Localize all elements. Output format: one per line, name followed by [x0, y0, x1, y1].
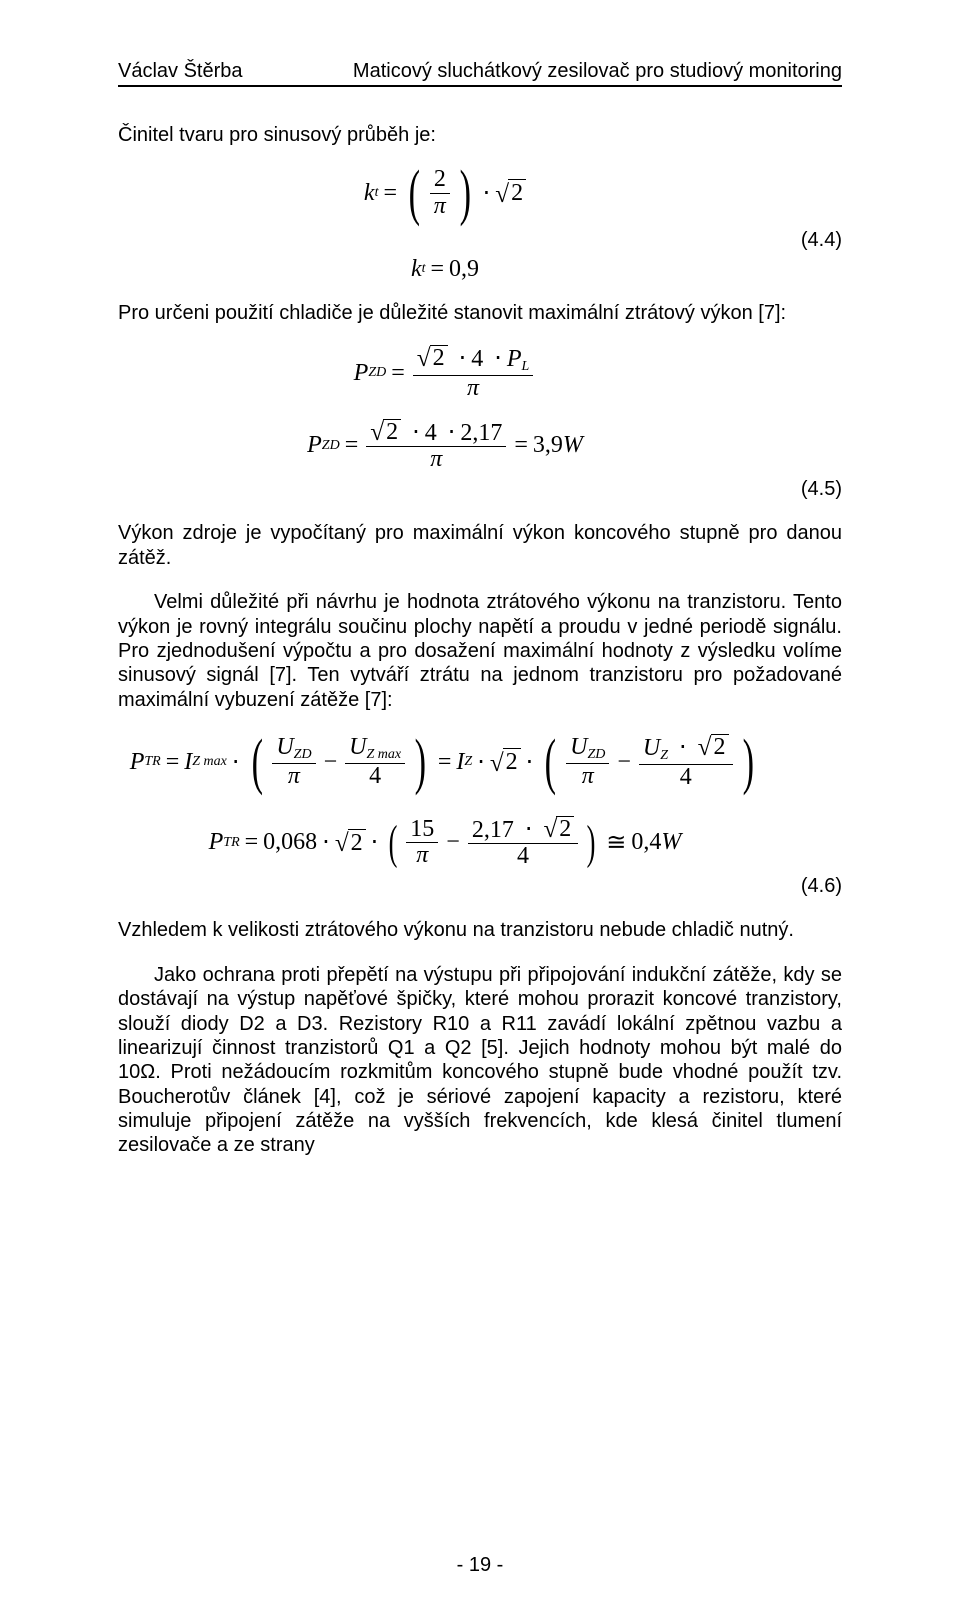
eqnum-4-4: (4.4) — [772, 229, 842, 252]
ptrn-sqrt: 2 — [348, 829, 366, 857]
paragraph-6: Jako ochrana proti přepětí na výstupu př… — [118, 963, 842, 1158]
ptr-sqrt2b: 2 — [711, 734, 729, 760]
paragraph-4: Velmi důležité při návrhu je hodnota ztr… — [118, 590, 842, 712]
equation-kt-value: kt = 0,9 — [118, 256, 842, 283]
ptrn-sqrt2: 2 — [556, 816, 574, 842]
pzdn-P: P — [307, 432, 322, 459]
kt-num: 2 — [430, 167, 450, 192]
header-title: Maticový sluchátkový zesilovač pro studi… — [353, 60, 842, 83]
ptrn-res: 0,4 — [631, 829, 661, 856]
pzdn-sub: ZD — [322, 438, 340, 454]
pzdn-res: 3,9 — [533, 432, 563, 459]
running-head: Václav Štěrba Maticový sluchátkový zesil… — [118, 60, 842, 87]
ktv-k: k — [411, 256, 422, 283]
ptrn-217: 2,17 — [472, 817, 514, 843]
pzd-PL: P — [507, 346, 522, 372]
paragraph-2: Pro určeni použití chladiče je důležité … — [118, 301, 842, 325]
pzdn-4: 4 — [425, 420, 437, 446]
paragraph-intro: Činitel tvaru pro sinusový průběh je: — [118, 123, 842, 147]
kt-rad: 2 — [508, 179, 526, 207]
ptr-I: I — [184, 749, 192, 776]
pzd-pi: π — [463, 376, 483, 401]
pzd-sqrt: 2 — [430, 345, 448, 371]
eqnum-4-5: (4.5) — [772, 478, 842, 501]
ptr-UZD: U — [276, 734, 293, 760]
pzd-4: 4 — [471, 346, 483, 372]
ptrn-pi: π — [412, 843, 432, 868]
pzdn-sqrt: 2 — [383, 419, 401, 445]
kt-den: π — [430, 194, 450, 219]
equation-ptr-numeric: PTR = 0,068 ⋅ √2 ⋅ ( 15 π − 2,17 ⋅ √2 — [118, 816, 842, 869]
kt-k: k — [364, 180, 375, 207]
ptr-pi1: π — [284, 764, 304, 789]
ptr-UZ: U — [643, 735, 660, 761]
equation-number-4-4-row: (4.4) — [118, 229, 842, 252]
ptrn-P: P — [209, 829, 224, 856]
eqnum-4-6: (4.6) — [772, 875, 842, 898]
pzd-P: P — [354, 360, 369, 387]
ptr-UZD-sub: ZD — [294, 747, 312, 762]
ptrn-4: 4 — [513, 844, 533, 869]
equation-number-4-6-row: (4.6) — [118, 875, 842, 898]
ptrn-unit: W — [661, 829, 681, 856]
ptr-P: P — [130, 749, 145, 776]
ptr-4a: 4 — [365, 764, 385, 789]
ptrn-15: 15 — [406, 817, 438, 842]
ptrn-sub: TR — [223, 835, 239, 851]
ptr-UZ-sub: Z — [660, 748, 668, 763]
ptrn-coef: 0,068 — [263, 829, 317, 856]
ptr-UZmax-sub: Z max — [366, 747, 401, 762]
page: Václav Štěrba Maticový sluchátkový zesil… — [0, 0, 960, 1617]
ktv-val: 0,9 — [449, 256, 479, 283]
equation-number-4-5-row: (4.5) — [118, 478, 842, 501]
equation-pzd-numeric: PZD = √2 ⋅4 ⋅2,17 π = 3,9W — [118, 419, 842, 472]
paragraph-3: Výkon zdroje je vypočítaný pro maximální… — [118, 521, 842, 570]
ptr-I2: I — [456, 749, 464, 776]
pzd-sub: ZD — [368, 365, 386, 381]
equation-kt-formula: kt = ( 2 π ) ⋅ √2 — [118, 167, 842, 218]
pzd-PL-sub: L — [522, 359, 530, 374]
equation-pzd-symbolic: PZD = √2 ⋅4 ⋅PL π — [118, 345, 842, 401]
ptr-UZD2: U — [570, 734, 587, 760]
paragraph-5: Vzhledem k velikosti ztrátového výkonu n… — [118, 918, 842, 942]
ptr-4b: 4 — [676, 765, 696, 790]
ptr-I-sub: Z max — [192, 754, 227, 770]
ptr-sqrt2: 2 — [503, 748, 521, 776]
ptr-UZmax: U — [349, 734, 366, 760]
ptr-sub: TR — [144, 754, 160, 770]
header-author: Václav Štěrba — [118, 60, 243, 83]
ktv-sub: t — [422, 261, 426, 277]
pzdn-pi: π — [426, 447, 446, 472]
ptr-UZD2-sub: ZD — [587, 747, 605, 762]
pzdn-217: 2,17 — [460, 420, 502, 446]
page-number: - 19 - — [0, 1554, 960, 1577]
ptr-pi2: π — [578, 764, 598, 789]
equation-ptr-symbolic: PTR = IZ max ⋅ ( UZD π − UZ max 4 ) = — [118, 734, 842, 790]
kt-sub: t — [375, 185, 379, 201]
pzdn-unit: W — [563, 432, 583, 459]
ptr-I2-sub: Z — [464, 754, 472, 770]
